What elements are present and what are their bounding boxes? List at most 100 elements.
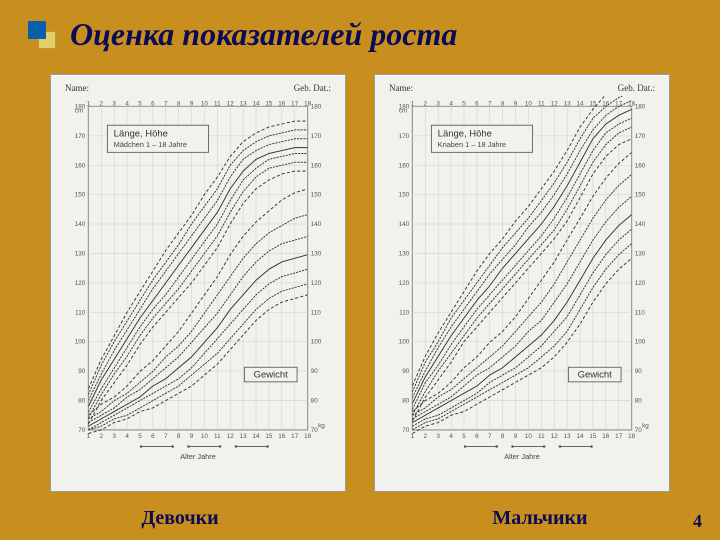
svg-text:12: 12 <box>551 433 559 440</box>
caption-row: Девочки Мальчики <box>0 507 720 530</box>
svg-text:14: 14 <box>253 433 261 440</box>
svg-text:170: 170 <box>75 133 86 140</box>
svg-text:160: 160 <box>635 162 646 169</box>
bullet-squares-icon <box>28 21 56 49</box>
svg-text:1: 1 <box>411 433 415 440</box>
svg-text:7: 7 <box>488 433 492 440</box>
svg-text:120: 120 <box>635 280 646 287</box>
svg-text:140: 140 <box>399 221 410 228</box>
svg-text:Gewicht: Gewicht <box>254 369 289 380</box>
svg-text:80: 80 <box>402 398 410 405</box>
header-dob-label: Geb. Dat.: <box>294 83 331 93</box>
svg-text:90: 90 <box>402 368 410 375</box>
svg-text:170: 170 <box>635 133 646 140</box>
svg-text:90: 90 <box>311 368 319 375</box>
svg-text:120: 120 <box>311 280 322 287</box>
chart-header: Name: Geb. Dat.: <box>385 83 659 96</box>
svg-text:130: 130 <box>311 251 322 258</box>
svg-text:130: 130 <box>399 251 410 258</box>
svg-text:cm: cm <box>399 108 407 115</box>
svg-text:cm: cm <box>75 108 83 115</box>
svg-text:110: 110 <box>399 309 410 316</box>
svg-text:90: 90 <box>635 368 643 375</box>
svg-text:100: 100 <box>399 339 410 346</box>
svg-text:12: 12 <box>227 433 235 440</box>
svg-text:kg: kg <box>318 423 325 430</box>
svg-text:170: 170 <box>399 133 410 140</box>
svg-text:Alter Jahre: Alter Jahre <box>504 452 540 461</box>
svg-text:17: 17 <box>615 433 623 440</box>
svg-text:13: 13 <box>240 433 248 440</box>
svg-text:110: 110 <box>311 309 322 316</box>
charts-container: Name: Geb. Dat.: 11223344556677889910101… <box>50 74 670 492</box>
chart-svg-girls: 1122334455667788991010111112121313141415… <box>61 96 335 482</box>
svg-text:2: 2 <box>424 433 428 440</box>
svg-text:8: 8 <box>501 433 505 440</box>
svg-text:150: 150 <box>311 192 322 199</box>
svg-text:110: 110 <box>75 309 86 316</box>
svg-text:70: 70 <box>402 427 410 434</box>
header-name-label: Name: <box>389 83 413 93</box>
svg-text:9: 9 <box>514 433 518 440</box>
svg-text:10: 10 <box>525 433 533 440</box>
svg-text:14: 14 <box>577 433 585 440</box>
svg-text:15: 15 <box>589 433 597 440</box>
chart-boys: Name: Geb. Dat.: 11223344556677889910101… <box>374 74 670 492</box>
svg-text:Länge, Höhe: Länge, Höhe <box>114 128 168 139</box>
svg-text:180: 180 <box>311 104 322 111</box>
svg-text:Mädchen 1 – 18 Jahre: Mädchen 1 – 18 Jahre <box>114 140 187 149</box>
svg-text:150: 150 <box>75 192 86 199</box>
svg-text:160: 160 <box>75 162 86 169</box>
svg-text:160: 160 <box>311 162 322 169</box>
svg-text:9: 9 <box>190 433 194 440</box>
svg-text:120: 120 <box>399 280 410 287</box>
svg-text:110: 110 <box>635 309 646 316</box>
svg-text:6: 6 <box>151 433 155 440</box>
svg-text:150: 150 <box>635 192 646 199</box>
svg-text:5: 5 <box>138 433 142 440</box>
svg-text:160: 160 <box>399 162 410 169</box>
svg-text:17: 17 <box>291 433 299 440</box>
svg-text:18: 18 <box>304 433 312 440</box>
svg-text:3: 3 <box>436 433 440 440</box>
svg-text:80: 80 <box>311 398 319 405</box>
svg-text:2: 2 <box>100 433 104 440</box>
svg-text:150: 150 <box>399 192 410 199</box>
svg-text:140: 140 <box>75 221 86 228</box>
svg-text:90: 90 <box>78 368 86 375</box>
svg-text:3: 3 <box>112 433 116 440</box>
svg-text:180: 180 <box>635 104 646 111</box>
page-number: 4 <box>693 511 702 532</box>
svg-text:6: 6 <box>475 433 479 440</box>
svg-text:Knaben 1 – 18 Jahre: Knaben 1 – 18 Jahre <box>438 140 506 149</box>
svg-text:10: 10 <box>201 433 209 440</box>
svg-text:4: 4 <box>449 433 453 440</box>
svg-text:11: 11 <box>214 433 221 440</box>
caption-girls: Девочки <box>0 507 360 530</box>
svg-text:Alter Jahre: Alter Jahre <box>180 452 216 461</box>
svg-text:1: 1 <box>87 433 91 440</box>
chart-girls: Name: Geb. Dat.: 11223344556677889910101… <box>50 74 346 492</box>
svg-text:140: 140 <box>311 221 322 228</box>
svg-text:100: 100 <box>635 339 646 346</box>
svg-text:Länge, Höhe: Länge, Höhe <box>438 128 492 139</box>
svg-text:80: 80 <box>635 398 643 405</box>
title-row: Оценка показателей роста <box>0 16 720 53</box>
svg-text:140: 140 <box>635 221 646 228</box>
svg-text:15: 15 <box>265 433 273 440</box>
svg-text:kg: kg <box>642 423 649 430</box>
header-name-label: Name: <box>65 83 89 93</box>
svg-text:7: 7 <box>164 433 168 440</box>
svg-text:170: 170 <box>311 133 322 140</box>
svg-text:130: 130 <box>635 251 646 258</box>
chart-svg-boys: 1122334455667788991010111112121313141415… <box>385 96 659 482</box>
svg-text:120: 120 <box>75 280 86 287</box>
svg-text:16: 16 <box>602 433 610 440</box>
svg-text:100: 100 <box>75 339 86 346</box>
svg-text:4: 4 <box>125 433 129 440</box>
svg-text:11: 11 <box>538 433 545 440</box>
svg-text:5: 5 <box>462 433 466 440</box>
slide: Оценка показателей роста Name: Geb. Dat.… <box>0 0 720 540</box>
caption-boys: Мальчики <box>360 507 720 530</box>
svg-text:80: 80 <box>78 398 86 405</box>
